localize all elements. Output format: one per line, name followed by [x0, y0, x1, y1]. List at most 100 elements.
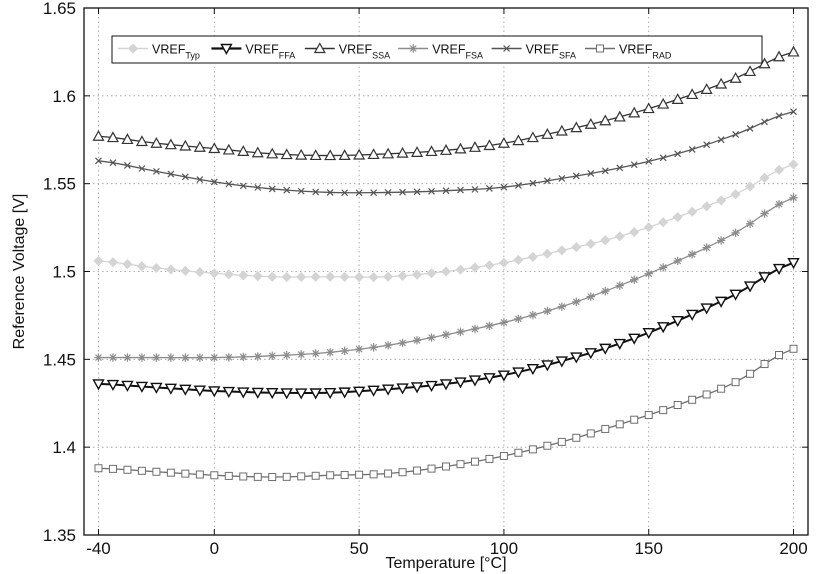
data-point: [427, 333, 436, 342]
data-point: [413, 466, 422, 475]
legend-label: VREFRAD: [619, 43, 672, 61]
data-point: [136, 261, 147, 272]
data-point: [297, 350, 306, 359]
data-point: [714, 296, 728, 308]
data-point: [584, 118, 597, 129]
data-point: [109, 159, 117, 167]
data-point: [137, 466, 146, 475]
data-point: [181, 353, 190, 362]
data-point: [787, 258, 800, 270]
data-point: [760, 360, 769, 369]
data-point: [499, 451, 508, 460]
data-point: [237, 387, 250, 399]
data-point: [426, 268, 437, 279]
data-point: [326, 189, 334, 196]
data-point: [760, 209, 769, 218]
data-point: [164, 138, 177, 150]
data-point: [94, 353, 103, 362]
data-point: [179, 139, 192, 151]
data-point: [557, 302, 567, 311]
data-point: [225, 180, 233, 188]
legend-marker: [313, 42, 326, 54]
data-point: [280, 148, 293, 160]
data-point: [208, 386, 221, 398]
legend-item-sfa: VREFSFA: [491, 43, 576, 61]
data-point: [512, 367, 525, 379]
data-point: [468, 375, 482, 387]
data-point: [499, 318, 509, 327]
y-tick-label: 1.5: [52, 263, 76, 282]
data-point: [731, 378, 740, 387]
series-rad: [94, 344, 798, 482]
data-point: [195, 470, 204, 479]
data-point: [790, 108, 797, 116]
data-point: [672, 211, 683, 223]
data-point: [254, 184, 262, 191]
data-point: [382, 147, 395, 159]
data-point: [194, 267, 205, 278]
data-point: [630, 275, 639, 284]
data-point: [397, 270, 408, 281]
data-point: [701, 201, 712, 212]
data-point: [108, 464, 117, 473]
data-point: [615, 281, 624, 290]
data-point: [353, 148, 366, 160]
data-point: [384, 469, 393, 478]
data-point: [500, 183, 508, 191]
data-point: [413, 188, 421, 196]
data-point: [383, 271, 394, 282]
data-point: [469, 262, 481, 273]
legend-marker: [220, 43, 233, 55]
data-point: [716, 236, 726, 245]
data-point: [442, 187, 450, 195]
data-point: [471, 185, 479, 193]
data-point: [730, 189, 741, 200]
y-tick-label: 1.6: [52, 87, 76, 106]
data-point: [774, 199, 784, 209]
data-point: [367, 148, 380, 160]
data-point: [527, 251, 538, 262]
legend: VREFTyp VREFFFA VREFSSA VREFFSA VREFSFA VREFR…: [111, 35, 763, 64]
data-point: [309, 149, 322, 161]
data-point: [600, 235, 611, 246]
data-point: [410, 382, 424, 394]
data-point: [251, 387, 264, 399]
data-point: [135, 381, 149, 393]
data-point: [135, 135, 148, 147]
data-point: [686, 88, 699, 100]
data-point: [338, 387, 351, 399]
data-point: [528, 445, 537, 454]
data-point: [571, 242, 582, 253]
data-point: [181, 173, 189, 181]
data-point: [614, 231, 625, 242]
data-point: [441, 330, 451, 339]
data-point: [616, 164, 624, 172]
data-point: [671, 315, 684, 328]
x-tick-label: 0: [210, 539, 219, 558]
data-point: [341, 189, 349, 197]
data-point: [528, 310, 538, 320]
data-point: [239, 472, 248, 481]
legend-label: VREFSSA: [339, 43, 390, 61]
data-point: [673, 401, 682, 410]
data-point: [383, 341, 393, 350]
data-point: [454, 377, 467, 389]
legend-item-rad: VREFRAD: [585, 43, 672, 61]
legend-marker: [596, 44, 604, 53]
data-point: [283, 186, 291, 194]
series-layer: [92, 45, 800, 482]
data-point: [789, 193, 798, 202]
series-ffa: [92, 258, 800, 400]
data-point: [222, 386, 235, 398]
data-point: [339, 271, 350, 282]
data-point: [789, 344, 798, 353]
data-point: [167, 170, 175, 178]
data-point: [558, 174, 566, 182]
data-point: [642, 102, 655, 114]
data-point: [210, 353, 219, 362]
data-point: [585, 238, 596, 249]
data-point: [355, 189, 363, 197]
data-point: [180, 265, 191, 276]
data-point: [659, 406, 668, 415]
data-point: [398, 468, 407, 477]
